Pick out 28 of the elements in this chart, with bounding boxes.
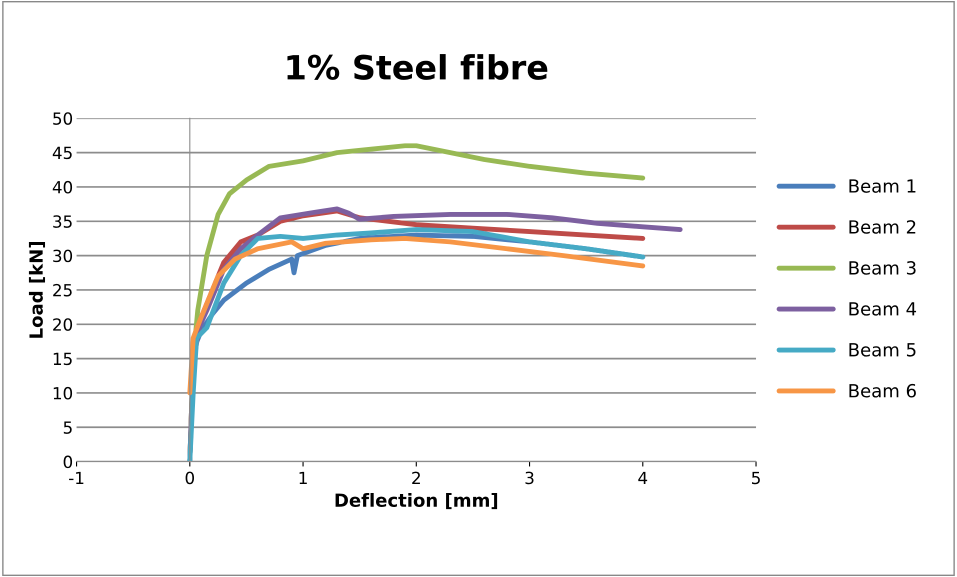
chart-title: 1% Steel fibre — [287, 54, 548, 80]
y-tick-label: 10 — [54, 386, 72, 400]
legend-label: Beam 1 — [849, 179, 916, 193]
x-tick-label: 3 — [526, 472, 534, 484]
y-tick-label: 20 — [53, 318, 72, 331]
x-tick-label: 1 — [300, 472, 307, 484]
x-axis-title: Deflection [mm] — [336, 493, 498, 510]
x-tick-label: -1 — [69, 472, 84, 484]
y-tick-label: 50 — [53, 112, 72, 125]
y-tick-label: 15 — [54, 352, 72, 366]
legend-label: Beam 5 — [849, 343, 916, 357]
y-tick-label: 30 — [53, 250, 72, 262]
legend-label: Beam 2 — [849, 220, 916, 234]
line-series — [187, 236, 646, 396]
x-tick-label: 4 — [638, 472, 648, 484]
x-tick-label: 2 — [412, 472, 420, 484]
legend-label: Beam 4 — [849, 302, 916, 316]
legend-label: Beam 3 — [849, 261, 916, 275]
y-tick-label: 0 — [64, 456, 72, 468]
y-tick-label: 25 — [53, 284, 72, 297]
y-tick-label: 5 — [64, 421, 72, 434]
x-tick-label: 5 — [752, 472, 760, 484]
legend-label: Beam 6 — [849, 384, 916, 398]
y-axis-title: Load [kN] — [28, 242, 46, 338]
y-tick-label: 40 — [52, 180, 72, 194]
x-tick-label: 0 — [186, 472, 194, 484]
y-tick-label: 35 — [53, 215, 72, 228]
y-tick-label: 45 — [52, 146, 72, 160]
